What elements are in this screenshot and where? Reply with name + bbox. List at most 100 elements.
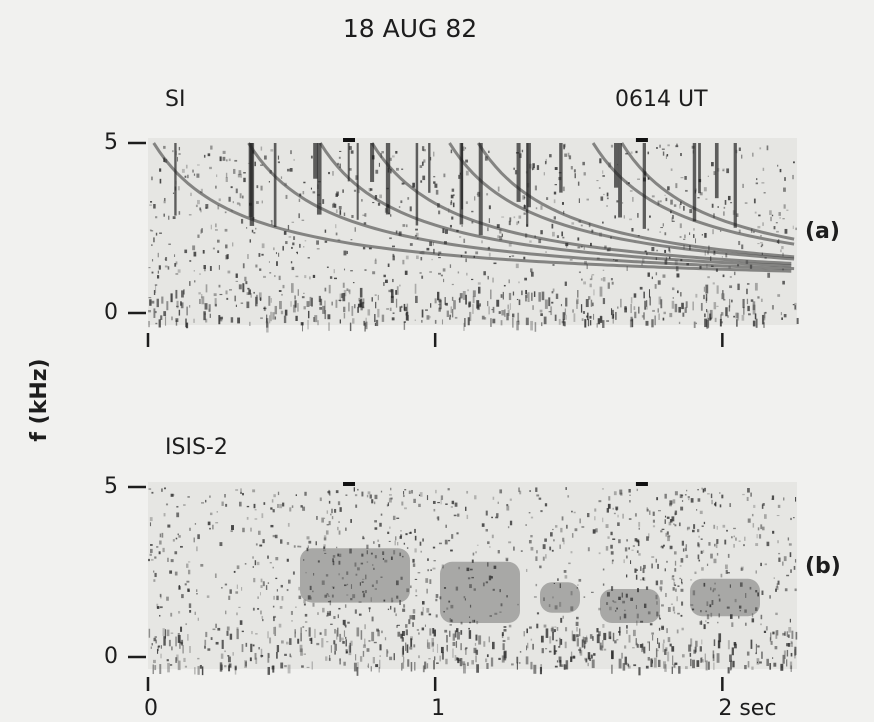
- noise: [435, 598, 438, 602]
- noise: [576, 626, 578, 632]
- noise: [507, 636, 510, 641]
- noise: [386, 308, 390, 310]
- noise: [610, 278, 613, 281]
- x-tick-label: 0: [144, 696, 158, 721]
- noise: [703, 187, 707, 192]
- y-tick-label: 5: [104, 130, 118, 155]
- noise: [474, 196, 476, 201]
- noise: [218, 198, 221, 202]
- noise: [222, 150, 226, 154]
- noise: [657, 510, 661, 512]
- noise: [722, 290, 724, 294]
- noise: [367, 663, 369, 669]
- noise: [693, 321, 696, 329]
- noise: [236, 629, 239, 640]
- noise: [573, 511, 576, 514]
- noise: [786, 631, 789, 637]
- noise: [248, 289, 251, 295]
- noise: [481, 523, 485, 527]
- noise: [669, 500, 673, 505]
- noise: [169, 570, 173, 574]
- noise: [362, 246, 366, 250]
- noise: [704, 232, 707, 238]
- noise: [611, 664, 613, 674]
- noise: [680, 506, 684, 511]
- noise: [150, 230, 154, 232]
- noise: [273, 247, 275, 251]
- noise: [769, 637, 771, 642]
- noise: [215, 641, 219, 645]
- noise: [598, 187, 601, 189]
- noise: [631, 318, 634, 328]
- noise: [390, 605, 392, 610]
- noise: [269, 272, 272, 274]
- noise: [699, 192, 703, 196]
- noise: [228, 665, 231, 672]
- noise: [516, 298, 519, 301]
- noise: [344, 625, 347, 628]
- noise: [466, 567, 470, 572]
- noise: [259, 297, 262, 301]
- noise: [193, 537, 195, 543]
- noise: [289, 638, 292, 645]
- noise: [735, 312, 739, 319]
- noise: [665, 647, 668, 652]
- noise: [332, 558, 334, 563]
- noise: [525, 317, 529, 326]
- noise: [666, 516, 670, 519]
- noise: [711, 203, 714, 208]
- noise: [280, 662, 284, 669]
- noise: [457, 657, 460, 664]
- noise: [364, 590, 367, 594]
- noise: [406, 644, 409, 653]
- noise: [244, 660, 247, 669]
- noise: [278, 623, 282, 628]
- noise: [727, 640, 730, 650]
- noise: [260, 654, 264, 657]
- noise: [661, 604, 664, 607]
- noise: [419, 165, 423, 168]
- noise: [246, 227, 248, 229]
- noise: [501, 233, 503, 237]
- noise: [340, 637, 344, 641]
- noise: [168, 243, 171, 245]
- noise: [667, 186, 670, 191]
- noise: [220, 316, 224, 320]
- noise: [234, 159, 238, 162]
- noise: [710, 493, 713, 499]
- noise: [678, 522, 681, 527]
- noise: [280, 176, 283, 179]
- noise: [369, 607, 371, 613]
- noise: [200, 209, 202, 213]
- noise: [596, 634, 600, 644]
- noise: [777, 164, 779, 167]
- noise: [571, 533, 574, 538]
- noise: [552, 631, 554, 641]
- noise: [788, 543, 792, 546]
- noise: [733, 527, 736, 530]
- noise: [713, 639, 716, 647]
- noise: [403, 494, 405, 498]
- noise: [374, 314, 376, 323]
- sferic: [714, 143, 719, 199]
- noise: [309, 638, 312, 641]
- noise: [294, 629, 296, 638]
- noise: [794, 588, 797, 592]
- noise: [553, 645, 556, 655]
- noise: [750, 639, 753, 649]
- noise: [166, 629, 170, 637]
- noise: [345, 527, 347, 531]
- noise: [707, 493, 710, 495]
- noise: [203, 154, 206, 158]
- noise: [250, 643, 253, 653]
- noise: [583, 281, 586, 285]
- noise: [362, 644, 366, 648]
- noise: [629, 494, 631, 496]
- noise: [396, 595, 399, 599]
- noise: [513, 546, 515, 551]
- noise: [611, 309, 614, 319]
- noise: [295, 606, 297, 608]
- noise: [200, 229, 202, 234]
- noise: [528, 539, 532, 544]
- noise: [528, 512, 531, 514]
